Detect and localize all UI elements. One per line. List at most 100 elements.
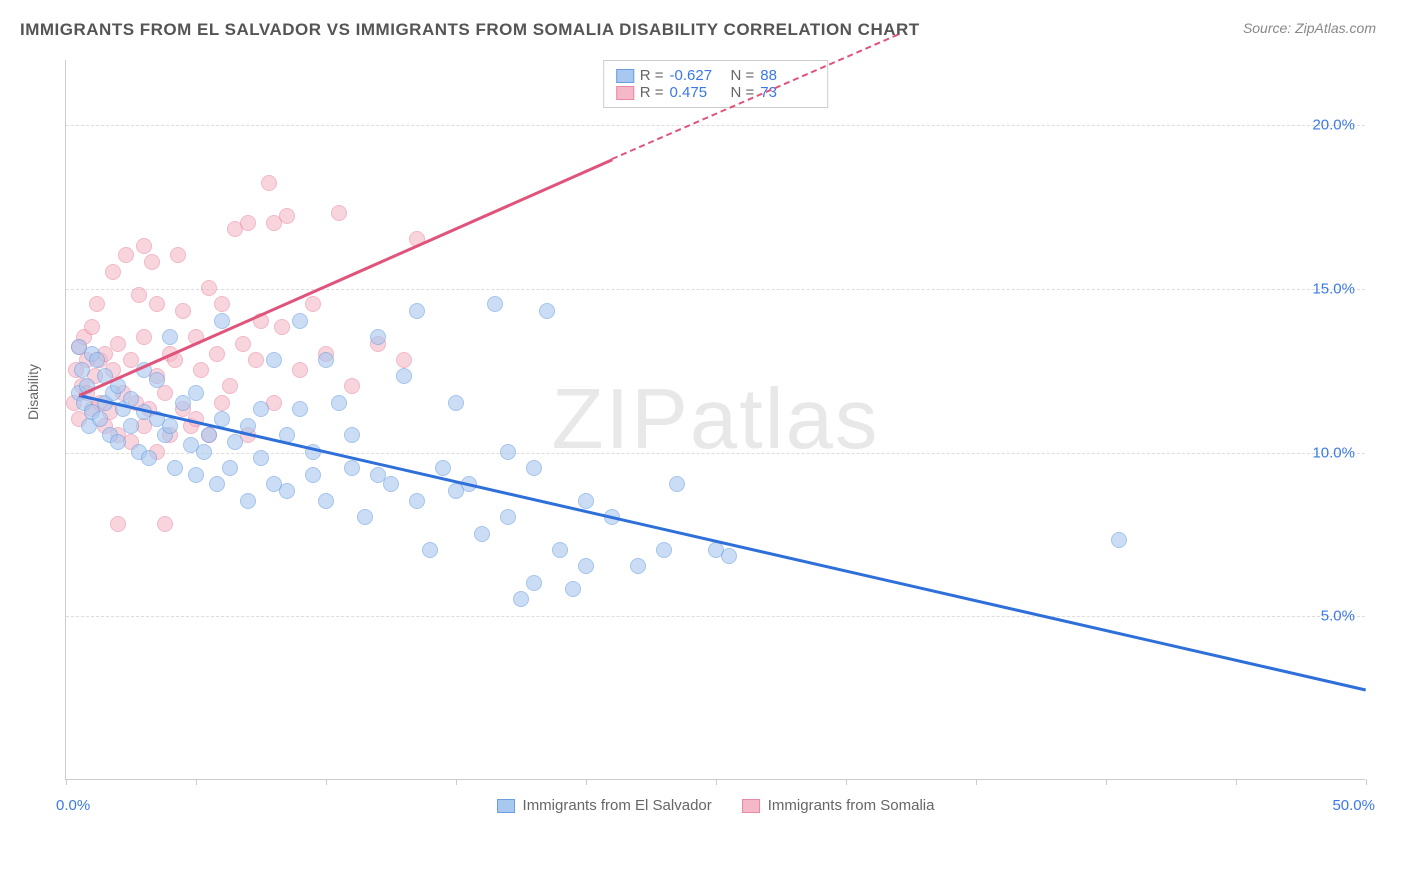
x-tick [976,779,977,785]
grid-line [66,289,1365,290]
scatter-point [201,427,217,443]
scatter-point [188,467,204,483]
scatter-point [110,516,126,532]
scatter-point [209,476,225,492]
scatter-point [630,558,646,574]
legend-item-1: Immigrants from Somalia [742,797,935,814]
scatter-point [144,254,160,270]
grid-line [66,125,1365,126]
scatter-point [279,483,295,499]
scatter-point [279,208,295,224]
scatter-point [396,352,412,368]
scatter-point [89,352,105,368]
plot-area: ZIPatlas R = -0.627 N = 88 R = 0.475 N =… [65,60,1365,780]
x-tick [1236,779,1237,785]
scatter-point [149,372,165,388]
chart-title: IMMIGRANTS FROM EL SALVADOR VS IMMIGRANT… [20,20,920,40]
scatter-point [110,336,126,352]
scatter-point [131,287,147,303]
scatter-point [448,395,464,411]
scatter-point [89,296,105,312]
trend-line [79,394,1367,691]
scatter-point [318,352,334,368]
scatter-point [193,362,209,378]
scatter-point [141,450,157,466]
legend-swatch-1 [616,86,634,100]
legend-swatch-0 [616,69,634,83]
chart-container: IMMIGRANTS FROM EL SALVADOR VS IMMIGRANT… [20,20,1386,872]
x-tick [586,779,587,785]
scatter-point [188,385,204,401]
legend-stats: R = -0.627 N = 88 R = 0.475 N = 73 [603,60,829,108]
scatter-point [84,319,100,335]
x-tick [456,779,457,785]
trend-line [78,158,612,396]
x-tick [196,779,197,785]
legend-label-1: Immigrants from Somalia [768,797,935,814]
scatter-point [669,476,685,492]
scatter-point [721,548,737,564]
scatter-point [214,395,230,411]
scatter-point [474,526,490,542]
scatter-point [201,280,217,296]
scatter-point [162,329,178,345]
y-axis-label: Disability [25,364,41,420]
scatter-point [240,493,256,509]
scatter-point [500,509,516,525]
scatter-point [235,336,251,352]
grid-line [66,616,1365,617]
legend-n-value-1: 73 [760,84,815,101]
scatter-point [435,460,451,476]
scatter-point [422,542,438,558]
y-tick-label: 20.0% [1312,117,1355,134]
source-label: Source: ZipAtlas.com [1243,20,1376,36]
scatter-point [1111,532,1127,548]
scatter-point [136,329,152,345]
scatter-point [136,238,152,254]
scatter-point [248,352,264,368]
scatter-point [656,542,672,558]
x-tick [1366,779,1367,785]
scatter-point [344,460,360,476]
scatter-point [292,313,308,329]
scatter-point [157,516,173,532]
watermark: ZIPatlas [552,371,880,469]
scatter-point [253,401,269,417]
scatter-point [409,303,425,319]
legend-series: Immigrants from El Salvador Immigrants f… [497,797,935,814]
y-tick-label: 5.0% [1321,608,1355,625]
scatter-point [105,264,121,280]
y-tick-label: 15.0% [1312,281,1355,298]
scatter-point [175,303,191,319]
scatter-point [227,434,243,450]
scatter-point [92,411,108,427]
scatter-point [396,368,412,384]
legend-r-value-1: 0.475 [670,84,725,101]
scatter-point [487,296,503,312]
scatter-point [409,493,425,509]
scatter-point [74,362,90,378]
scatter-point [222,378,238,394]
scatter-point [513,591,529,607]
scatter-point [214,296,230,312]
x-axis-left-label: 0.0% [56,797,90,814]
scatter-point [214,313,230,329]
scatter-point [292,362,308,378]
scatter-point [274,319,290,335]
scatter-point [162,418,178,434]
legend-stats-row-1: R = 0.475 N = 73 [616,84,816,101]
scatter-point [149,296,165,312]
scatter-point [253,450,269,466]
scatter-point [344,427,360,443]
scatter-point [344,378,360,394]
legend-n-label: N = [731,67,755,84]
scatter-point [170,247,186,263]
legend-item-0: Immigrants from El Salvador [497,797,712,814]
scatter-point [318,493,334,509]
scatter-point [383,476,399,492]
scatter-point [331,205,347,221]
scatter-point [196,444,212,460]
x-axis-right-label: 50.0% [1332,797,1375,814]
x-tick [716,779,717,785]
scatter-point [240,215,256,231]
